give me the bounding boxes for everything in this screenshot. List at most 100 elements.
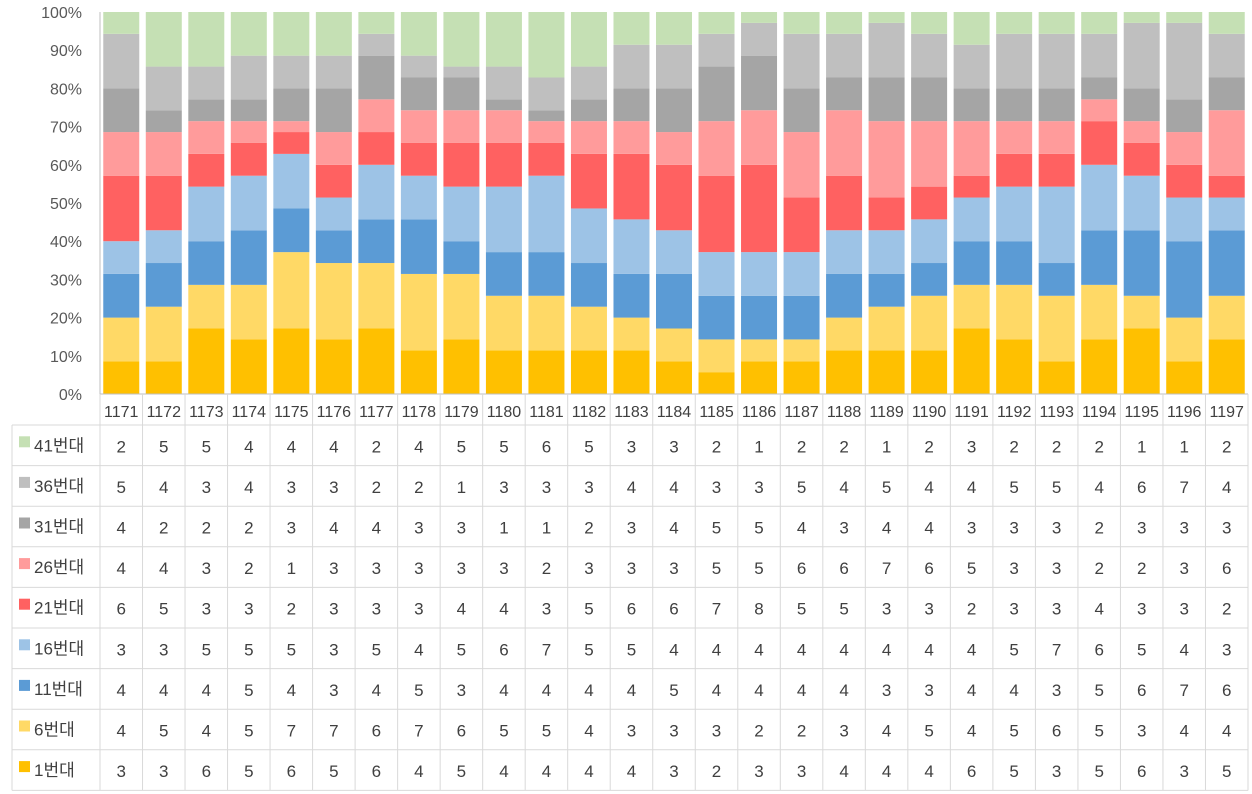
bar-segment-1189 xyxy=(868,22,905,78)
table-cell-value: 3 xyxy=(839,722,848,741)
bar-segment-1176 xyxy=(315,132,352,165)
table-cell-value: 2 xyxy=(542,559,551,578)
bar-segment-1172 xyxy=(145,66,182,111)
bar-segment-1171 xyxy=(103,361,140,394)
bar-segment-1178 xyxy=(400,142,437,176)
table-cell-value: 2 xyxy=(712,437,721,456)
bar-segment-1196 xyxy=(1166,164,1203,198)
table-cell-value: 3 xyxy=(1137,600,1146,619)
table-cell-value: 4 xyxy=(1009,681,1018,700)
bars xyxy=(103,12,1245,394)
table-cell-value: 3 xyxy=(1009,600,1018,619)
table-cell-value: 3 xyxy=(1009,559,1018,578)
table-cell-value: 4 xyxy=(882,722,891,741)
bar-segment-1172 xyxy=(145,110,182,133)
table-cell-value: 4 xyxy=(967,640,976,659)
bar-segment-1171 xyxy=(103,317,140,362)
bar-segment-1172 xyxy=(145,361,182,394)
bar-segment-1197 xyxy=(1208,230,1245,296)
table-cell-value: 5 xyxy=(882,478,891,497)
table-cell-value: 4 xyxy=(754,640,763,659)
table-cell-value: 2 xyxy=(797,722,806,741)
bar-segment-1192 xyxy=(996,284,1033,340)
table-cell-value: 3 xyxy=(669,722,678,741)
table-cell-value: 5 xyxy=(712,519,721,538)
table-cell-value: 7 xyxy=(414,722,423,741)
table-cell-value: 5 xyxy=(414,681,423,700)
table-cell-value: 5 xyxy=(584,600,593,619)
bar-segment-1190 xyxy=(911,295,948,351)
bar-segment-1188 xyxy=(826,33,863,78)
bar-segment-1195 xyxy=(1123,328,1160,394)
bar-segment-1176 xyxy=(315,88,352,133)
bar-segment-1193 xyxy=(1038,88,1075,122)
table-cell-value: 3 xyxy=(967,437,976,456)
table-cell-value: 3 xyxy=(627,559,636,578)
table-cell-value: 1 xyxy=(457,478,466,497)
bar-segment-1174 xyxy=(230,12,267,56)
bar-segment-1184 xyxy=(656,361,692,394)
bar-segment-1194 xyxy=(1081,12,1118,34)
table-cell-value: 3 xyxy=(329,478,338,497)
bar-segment-1186 xyxy=(741,295,778,340)
table-cell-value: 5 xyxy=(839,600,848,619)
bar-segment-1172 xyxy=(145,230,182,264)
bar-segment-1174 xyxy=(230,230,267,285)
table-cell-value: 4 xyxy=(924,478,933,497)
table-cell-value: 3 xyxy=(1137,722,1146,741)
legend-key xyxy=(19,598,30,610)
bar-segment-1187 xyxy=(783,132,820,198)
bar-segment-1194 xyxy=(1081,33,1118,78)
bar-segment-1197 xyxy=(1208,33,1245,78)
bar-segment-1190 xyxy=(911,77,948,122)
table-cell-value: 2 xyxy=(1222,437,1231,456)
bar-segment-1195 xyxy=(1123,142,1160,176)
table-cell-value: 4 xyxy=(1179,640,1188,659)
table-cell-value: 4 xyxy=(159,478,168,497)
bar-segment-1187 xyxy=(783,361,820,394)
bar-segment-1175 xyxy=(273,328,310,394)
bar-segment-1180 xyxy=(485,12,522,67)
x-tick-label: 1190 xyxy=(912,404,947,421)
x-tick-label: 1191 xyxy=(954,404,989,421)
table-cell-value: 5 xyxy=(159,600,168,619)
table-cell-value: 5 xyxy=(202,640,211,659)
legend-label: 36번대 xyxy=(34,477,84,496)
bar-segment-1182 xyxy=(570,208,607,264)
bar-segment-1174 xyxy=(230,55,267,100)
table-cell-value: 2 xyxy=(244,519,253,538)
bar-segment-1192 xyxy=(996,241,1033,285)
y-tick-label: 40% xyxy=(50,234,82,251)
bar-segment-1185 xyxy=(698,339,735,373)
bar-segment-1195 xyxy=(1123,88,1160,122)
bar-segment-1189 xyxy=(868,350,905,394)
table-cell-value: 5 xyxy=(627,640,636,659)
bar-segment-1178 xyxy=(400,12,437,56)
table-cell-value: 4 xyxy=(584,681,593,700)
table-cell-value: 2 xyxy=(712,762,721,781)
bar-segment-1190 xyxy=(911,219,948,264)
bar-segment-1180 xyxy=(485,110,522,143)
table-cell-value: 4 xyxy=(159,559,168,578)
bar-segment-1174 xyxy=(230,284,267,340)
table-cell-value: 5 xyxy=(797,600,806,619)
table-cell-value: 2 xyxy=(117,437,126,456)
table-cell-value: 4 xyxy=(627,762,636,781)
table-cell-value: 3 xyxy=(372,600,381,619)
table-cell-value: 2 xyxy=(754,722,763,741)
table-cell-value: 3 xyxy=(1179,559,1188,578)
y-tick-label: 30% xyxy=(50,272,82,289)
x-tick-label: 1184 xyxy=(657,404,692,421)
x-tick-label: 1178 xyxy=(402,404,437,421)
bar-segment-1191 xyxy=(953,12,990,45)
table-cell-value: 6 xyxy=(457,722,466,741)
x-tick-label: 1179 xyxy=(444,404,479,421)
table-cell-value: 4 xyxy=(117,681,126,700)
bar-segment-1196 xyxy=(1166,12,1203,23)
table-cell-value: 6 xyxy=(1137,478,1146,497)
table-cell-value: 4 xyxy=(797,681,806,700)
bar-segment-1171 xyxy=(103,175,140,242)
bar-segment-1191 xyxy=(953,197,990,242)
table-cell-value: 3 xyxy=(1222,519,1231,538)
table-cell-value: 3 xyxy=(584,478,593,497)
